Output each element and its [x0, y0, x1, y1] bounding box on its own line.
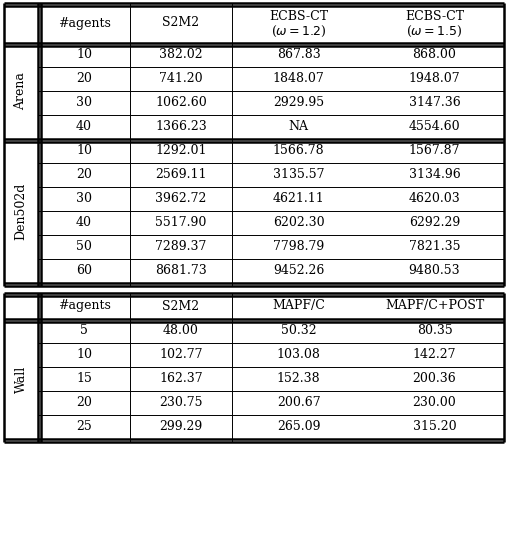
Text: 152.38: 152.38 — [277, 372, 321, 385]
Text: 867.83: 867.83 — [277, 48, 321, 61]
Text: #agents: #agents — [57, 300, 110, 313]
Text: 3962.72: 3962.72 — [155, 192, 207, 205]
Text: 40: 40 — [76, 120, 92, 133]
Text: 2929.95: 2929.95 — [273, 96, 324, 109]
Text: 1292.01: 1292.01 — [155, 145, 207, 158]
Text: 1848.07: 1848.07 — [273, 73, 325, 86]
Text: ($\omega = 1.5$): ($\omega = 1.5$) — [406, 23, 463, 38]
Text: 6202.30: 6202.30 — [273, 216, 324, 229]
Text: 25: 25 — [76, 421, 92, 434]
Text: MAPF/C: MAPF/C — [272, 300, 325, 313]
Text: 10: 10 — [76, 145, 92, 158]
Text: 7821.35: 7821.35 — [409, 241, 460, 254]
Text: 20: 20 — [76, 397, 92, 410]
Text: 230.75: 230.75 — [159, 397, 203, 410]
Text: 200.67: 200.67 — [277, 397, 321, 410]
Text: 315.20: 315.20 — [412, 421, 456, 434]
Text: 10: 10 — [76, 48, 92, 61]
Text: 9452.26: 9452.26 — [273, 264, 324, 278]
Text: 299.29: 299.29 — [160, 421, 203, 434]
Text: 162.37: 162.37 — [159, 372, 203, 385]
Text: 1366.23: 1366.23 — [155, 120, 207, 133]
Text: 1062.60: 1062.60 — [155, 96, 207, 109]
Text: 4621.11: 4621.11 — [273, 192, 325, 205]
Text: 7289.37: 7289.37 — [155, 241, 207, 254]
Text: 142.27: 142.27 — [412, 349, 456, 362]
Text: 265.09: 265.09 — [277, 421, 320, 434]
Text: 30: 30 — [76, 96, 92, 109]
Text: 3135.57: 3135.57 — [273, 169, 324, 182]
Text: 48.00: 48.00 — [163, 325, 199, 338]
Text: Wall: Wall — [15, 365, 27, 392]
Text: 20: 20 — [76, 169, 92, 182]
Text: 4620.03: 4620.03 — [408, 192, 460, 205]
Text: 5: 5 — [80, 325, 88, 338]
Text: 1948.07: 1948.07 — [409, 73, 460, 86]
Text: 2569.11: 2569.11 — [155, 169, 207, 182]
Text: 382.02: 382.02 — [159, 48, 203, 61]
Text: 50.32: 50.32 — [281, 325, 316, 338]
Text: 4554.60: 4554.60 — [409, 120, 460, 133]
Text: 1566.78: 1566.78 — [273, 145, 324, 158]
Text: 20: 20 — [76, 73, 92, 86]
Text: Arena: Arena — [15, 72, 27, 110]
Text: NA: NA — [289, 120, 308, 133]
Text: 741.20: 741.20 — [159, 73, 203, 86]
Text: ECBS-CT: ECBS-CT — [405, 10, 464, 23]
Text: ($\omega = 1.2$): ($\omega = 1.2$) — [271, 23, 327, 38]
Text: 9480.53: 9480.53 — [409, 264, 460, 278]
Text: 50: 50 — [76, 241, 92, 254]
Text: 1567.87: 1567.87 — [409, 145, 460, 158]
Text: S2M2: S2M2 — [163, 300, 200, 313]
Text: 15: 15 — [76, 372, 92, 385]
Text: 102.77: 102.77 — [159, 349, 203, 362]
Text: #agents: #agents — [57, 16, 110, 29]
Text: 6292.29: 6292.29 — [409, 216, 460, 229]
Text: 80.35: 80.35 — [417, 325, 453, 338]
Text: 3134.96: 3134.96 — [408, 169, 460, 182]
Text: MAPF/C+POST: MAPF/C+POST — [385, 300, 484, 313]
Text: 30: 30 — [76, 192, 92, 205]
Text: 5517.90: 5517.90 — [155, 216, 207, 229]
Text: 10: 10 — [76, 349, 92, 362]
Text: 868.00: 868.00 — [412, 48, 456, 61]
Text: 3147.36: 3147.36 — [408, 96, 460, 109]
Text: 40: 40 — [76, 216, 92, 229]
Text: 60: 60 — [76, 264, 92, 278]
Text: ECBS-CT: ECBS-CT — [269, 10, 328, 23]
Text: 7798.79: 7798.79 — [273, 241, 324, 254]
Text: 230.00: 230.00 — [412, 397, 456, 410]
Text: Den502d: Den502d — [15, 182, 27, 240]
Text: 103.08: 103.08 — [276, 349, 321, 362]
Text: S2M2: S2M2 — [163, 16, 200, 29]
Text: 8681.73: 8681.73 — [155, 264, 207, 278]
Text: 200.36: 200.36 — [412, 372, 456, 385]
